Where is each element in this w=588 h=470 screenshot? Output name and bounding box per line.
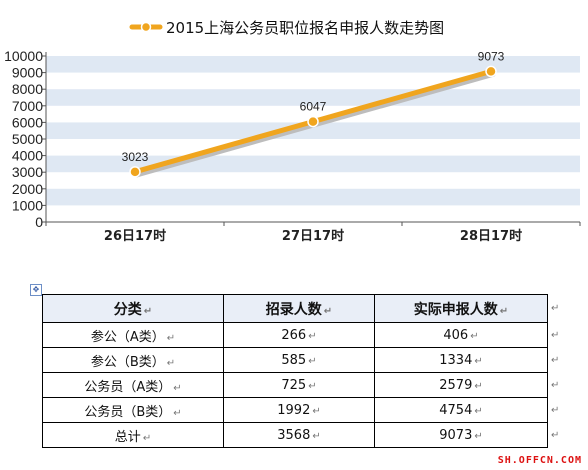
y-tick-label: 7000 xyxy=(12,98,43,114)
data-point xyxy=(485,65,497,78)
chart-area: 0100020003000400050006000700080009000100… xyxy=(4,19,581,244)
y-tick-label: 1000 xyxy=(12,197,43,213)
table-cell: 266 ↵ xyxy=(223,322,375,348)
watermark: SH.OFFCN.COM xyxy=(497,455,582,466)
x-tick-label: 27日17时 xyxy=(282,228,344,244)
y-tick-label: 6000 xyxy=(12,114,43,130)
y-tick-label: 8000 xyxy=(12,81,43,97)
row-end-mark: ↵ xyxy=(551,355,560,366)
grid-bands xyxy=(46,56,580,206)
axes xyxy=(45,52,580,223)
table-header-cell: 分类 ↵ xyxy=(42,294,224,323)
table-row: 参公（B类） ↵ 585 ↵ 1334 ↵ xyxy=(42,347,548,373)
y-tick-label: 3000 xyxy=(12,164,43,180)
row-end-mark: ↵ xyxy=(551,405,560,416)
table-header-cell: 招录人数 ↵ xyxy=(223,294,375,323)
row-end-mark: ↵ xyxy=(551,380,560,391)
data-point xyxy=(307,115,319,128)
grid-band xyxy=(46,122,580,139)
table-cell: 2579 ↵ xyxy=(374,372,548,398)
table-header-row: 分类 ↵ 招录人数 ↵ 实际申报人数 ↵ xyxy=(42,294,548,323)
table-cell: 参公（B类） ↵ xyxy=(42,347,224,373)
row-end-mark: ↵ xyxy=(551,430,560,441)
y-tick-label: 10000 xyxy=(4,48,43,64)
table-cell: 3568 ↵ xyxy=(223,422,375,448)
grid-band xyxy=(46,89,580,106)
y-tick-label: 5000 xyxy=(12,131,43,147)
y-tick-label: 2000 xyxy=(12,181,43,197)
data-label: 6047 xyxy=(300,100,327,114)
table-row: 参公（A类） ↵ 266 ↵ 406 ↵ xyxy=(42,322,548,348)
table-cell: 725 ↵ xyxy=(223,372,375,398)
table-cell: 585 ↵ xyxy=(223,347,375,373)
x-tick-label: 26日17时 xyxy=(104,228,166,244)
table-cell: 1992 ↵ xyxy=(223,397,375,423)
chart-title: 2015上海公务员职位报名申报人数走势图 xyxy=(166,19,444,37)
table-cell: 总计 ↵ xyxy=(42,422,224,448)
x-axis-ticks: 26日17时 27日17时 28日17时 xyxy=(45,222,581,244)
table-row: 总计 ↵ 3568 ↵ 9073 ↵ xyxy=(42,422,548,448)
y-tick-label: 9000 xyxy=(12,65,43,81)
grid-band xyxy=(46,188,580,206)
table-row: 公务员（B类） ↵ 1992 ↵ 4754 ↵ xyxy=(42,397,548,423)
row-end-mark: ↵ xyxy=(551,330,560,341)
data-label: 9073 xyxy=(478,49,505,63)
data-label: 3023 xyxy=(122,150,149,164)
table-cell: 公务员（A类） ↵ xyxy=(42,372,224,398)
x-tick-label: 28日17时 xyxy=(460,228,522,244)
table-cell: 4754 ↵ xyxy=(374,397,548,423)
legend: 2015上海公务员职位报名申报人数走势图 xyxy=(129,19,444,37)
grid-band xyxy=(46,56,580,73)
table-cell: 406 ↵ xyxy=(374,322,548,348)
y-tick-label: 4000 xyxy=(12,148,43,164)
table-row: 公务员（A类） ↵ 725 ↵ 2579 ↵ xyxy=(42,372,548,398)
table-cell: 公务员（B类） ↵ xyxy=(42,397,224,423)
y-tick-label: 0 xyxy=(35,214,43,230)
table-header-cell: 实际申报人数 ↵ xyxy=(374,294,548,323)
table-cell: 1334 ↵ xyxy=(374,347,548,373)
legend-marker-icon xyxy=(140,21,152,33)
y-axis-ticks: 0100020003000400050006000700080009000100… xyxy=(4,48,46,230)
table-cell: 参公（A类） ↵ xyxy=(42,322,224,348)
table-cell: 9073 ↵ xyxy=(374,422,548,448)
series-layer: 3023 6047 9073 xyxy=(122,49,505,178)
data-table: 分类 ↵ 招录人数 ↵ 实际申报人数 ↵ 参公（A类） ↵ 266 ↵ 406 ↵ 参公（B… xyxy=(42,294,548,448)
data-point xyxy=(129,166,141,178)
row-end-mark: ↵ xyxy=(551,303,560,314)
table-move-handle-icon[interactable]: ✥ xyxy=(30,284,42,296)
